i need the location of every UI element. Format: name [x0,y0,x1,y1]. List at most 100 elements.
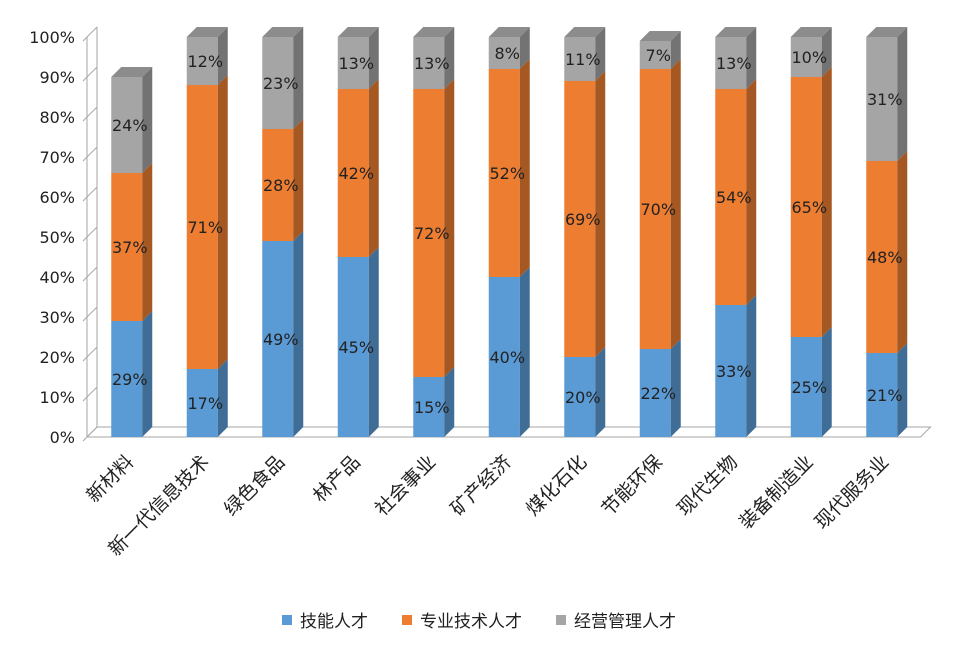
y-tick-label: 70% [39,148,75,167]
bar-segment [111,77,143,173]
data-label: 12% [187,52,223,71]
bar-side [897,27,908,161]
x-tick-label: 矿产经济 [446,451,515,520]
y-tick-label: 60% [39,188,75,207]
legend-label-management: 经营管理人才 [574,612,676,632]
bar-segment [111,173,143,321]
data-label: 31% [867,90,903,109]
y-tick-label: 10% [39,388,75,407]
bar-segment [715,89,747,305]
legend-item-management: 经营管理人才 [556,607,676,632]
bar-side [293,27,304,129]
data-label: 29% [112,370,148,389]
y-tick-mark [82,226,98,242]
bar-side [670,59,681,349]
bar-top [639,31,681,41]
x-tick-label: 现代生物 [673,451,742,520]
bar-top [111,67,153,77]
data-label: 72% [414,224,450,243]
bar-segment [413,377,445,437]
data-label: 54% [716,188,752,207]
data-label: 21% [867,386,903,405]
bar-side [670,339,681,437]
y-tick-label: 20% [39,348,75,367]
bar-segment [337,89,369,257]
data-label: 10% [791,48,827,67]
bar-segment [639,69,671,349]
bar-segment [790,337,822,437]
bar-segment [337,37,369,89]
bar-segment [413,37,445,89]
bar-side [444,27,455,89]
bar-segment [111,321,143,437]
data-label: 13% [414,54,450,73]
bar-top [413,27,455,37]
x-tick-label: 煤化石化 [522,451,591,520]
bar-segment [186,85,218,369]
legend: 技能人才 专业技术人才 经营管理人才 [0,607,958,632]
bar-side [142,163,153,321]
bar-side [293,231,304,437]
bar-side [595,27,606,81]
data-label: 13% [338,54,374,73]
data-label: 20% [565,388,601,407]
x-tick-label: 现代服务业 [811,451,894,534]
bar-side [368,247,379,437]
bar-top [337,27,379,37]
bar-segment [564,357,596,437]
data-label: 23% [263,74,299,93]
y-tick-mark [82,306,98,322]
bar-side [444,367,455,437]
data-label: 37% [112,238,148,257]
legend-label-skills: 技能人才 [300,612,368,632]
bar-segment [186,37,218,85]
bar-segment [262,241,294,437]
bar-side [746,295,757,437]
bar-side [368,27,379,89]
bar-side [519,59,530,277]
y-tick-label: 100% [29,28,75,47]
x-tick-label: 林产品 [309,451,365,507]
bar-side [519,267,530,437]
x-tick-label: 绿色食品 [220,451,289,520]
data-label: 48% [867,248,903,267]
bar-side [821,327,832,437]
bar-segment [488,277,520,437]
y-tick-label: 40% [39,268,75,287]
data-label: 28% [263,176,299,195]
y-tick-mark [82,386,98,402]
bar-side [217,359,228,437]
bar-top [488,27,530,37]
legend-item-professional: 专业技术人才 [402,607,522,632]
data-label: 25% [791,378,827,397]
bar-side [746,27,757,89]
bar-side [595,71,606,357]
legend-swatch-skills [282,614,292,625]
bar-side [595,347,606,437]
data-label: 7% [646,46,671,65]
bar-segment [639,349,671,437]
bar-side [217,75,228,369]
y-tick-mark [82,346,98,362]
bar-side [217,27,228,85]
bar-top [715,27,757,37]
bar-top [186,27,228,37]
legend-label-professional: 专业技术人才 [420,612,522,632]
data-label: 52% [489,164,525,183]
bar-segment [262,37,294,129]
data-label: 65% [791,198,827,217]
y-tick-mark [82,146,98,162]
x-tick-label: 新材料 [82,451,138,507]
bar-segment [488,37,520,69]
bar-side [293,119,304,241]
bar-segment [790,37,822,77]
data-label: 33% [716,362,752,381]
bar-side [821,67,832,337]
bar-segment [639,41,671,69]
data-label: 69% [565,210,601,229]
bar-segment [866,353,898,437]
bar-segment [715,37,747,89]
bar-side [444,79,455,377]
y-tick-mark [82,426,98,442]
